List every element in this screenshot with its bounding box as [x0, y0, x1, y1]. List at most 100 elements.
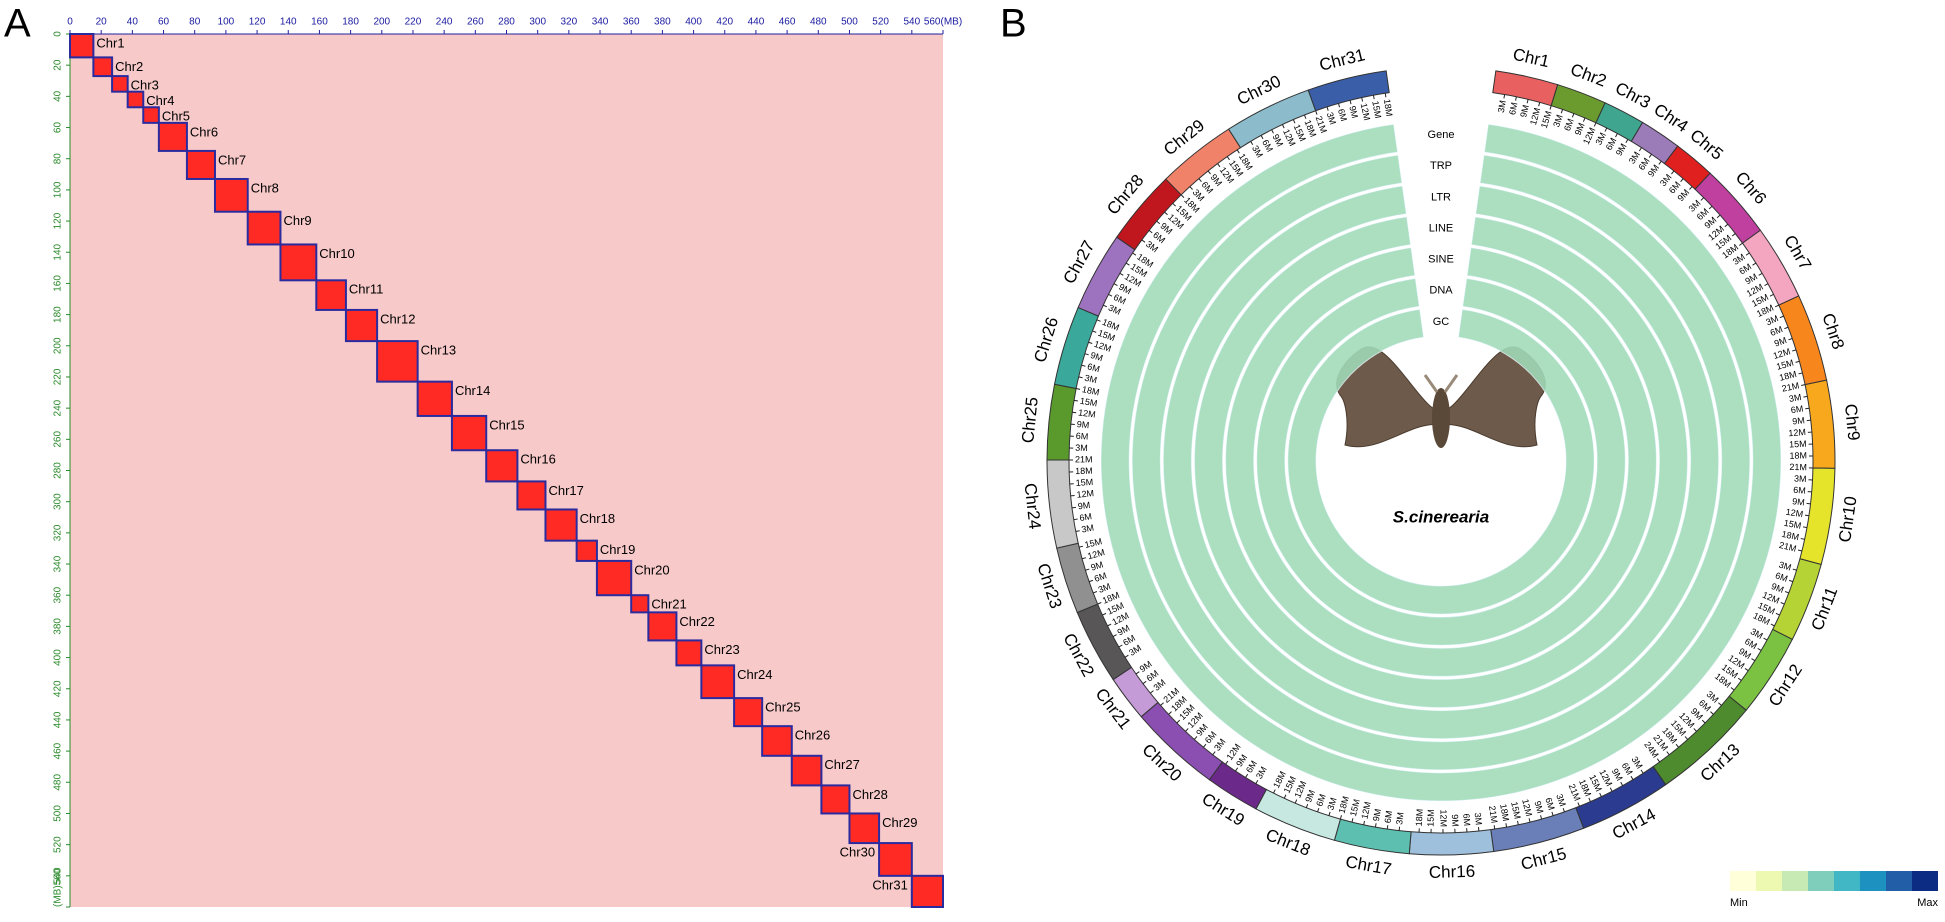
chromosome-tick	[1764, 283, 1769, 287]
chromosome-tick-label: 9M	[1773, 335, 1788, 349]
chromosome-tick-label: 3M	[1084, 373, 1098, 386]
x-tick-label: 500	[841, 17, 858, 28]
tad-block	[213, 177, 249, 213]
y-tick-label: 400	[53, 649, 64, 666]
chromosome-tick-label: 6M	[1093, 570, 1108, 584]
block-label: Chr19	[600, 542, 635, 557]
chromosome-tick	[1689, 186, 1693, 190]
chromosome-tick	[1102, 612, 1107, 616]
block-label: Chr15	[489, 417, 524, 432]
legend-swatch	[1808, 871, 1834, 891]
x-tick-label: 540	[903, 17, 920, 28]
chromosome-tick	[1071, 506, 1076, 509]
y-tick-label: 160	[53, 275, 64, 292]
chromosome-tick	[1599, 792, 1602, 797]
y-tick-label: 520	[53, 836, 64, 853]
tad-block	[416, 380, 453, 417]
chromosome-tick-label: 6M	[1079, 511, 1093, 523]
tad-block	[185, 149, 216, 180]
legend-swatch	[1912, 871, 1938, 891]
chromosome-tick	[1560, 109, 1564, 114]
tad-block	[790, 754, 823, 787]
chromosome-tick-label: 15M	[1084, 536, 1103, 550]
chromosome-arc	[1307, 70, 1390, 112]
chromosome-tick	[1148, 230, 1153, 234]
chromosome-tick	[1384, 93, 1387, 98]
chromosome-tick	[1084, 353, 1089, 356]
chromosome-tick-label: 15M	[1426, 809, 1436, 827]
track-ring	[1162, 185, 1720, 740]
chromosome-tick	[1800, 537, 1805, 540]
chromosome-tick	[1744, 668, 1749, 672]
chromosome-tick-label: 18M	[1498, 803, 1511, 822]
chromosome-tick	[1757, 647, 1762, 651]
chromosome-tick	[1092, 330, 1097, 333]
chromosome-label: Chr3	[1612, 78, 1653, 112]
chromosome-tick-label: 18M	[1781, 529, 1800, 542]
legend-swatch	[1756, 871, 1782, 891]
chromosome-label: Chr9	[1841, 403, 1863, 441]
tad-block	[126, 90, 145, 109]
chromosome-tick	[1107, 623, 1112, 627]
x-tick-label: 180	[342, 17, 359, 28]
legend-swatch	[1782, 871, 1808, 891]
chromosome-tick	[1235, 767, 1239, 772]
legend-max: Max	[1917, 897, 1938, 909]
chromosome-tick	[1142, 680, 1147, 685]
x-tick-label: 560(MB)	[924, 17, 962, 28]
chromosome-tick	[1351, 818, 1354, 823]
chromosome-tick	[1775, 612, 1780, 616]
block-label: Chr7	[218, 152, 246, 167]
chromosome-tick-label: 21M	[1781, 380, 1800, 393]
chromosome-tick	[1604, 127, 1608, 132]
chromosome-tick	[1097, 602, 1102, 605]
chromosome-label: Chr23	[1033, 561, 1065, 611]
track-label: DNA	[1429, 285, 1453, 297]
chromosome-tick	[1737, 677, 1742, 681]
chromosome-tick	[1730, 687, 1735, 691]
x-tick-label: 100	[218, 17, 235, 28]
chromosome-tick-label: 6M	[1086, 361, 1101, 374]
chromosome-tick	[1700, 197, 1705, 201]
chromosome-tick-label: 18M	[1337, 795, 1351, 815]
block-label: Chr22	[679, 614, 714, 629]
chromosome-tick	[1103, 304, 1108, 308]
chromosome-tick-label: 9M	[1303, 788, 1317, 803]
x-tick-label: 440	[748, 17, 765, 28]
chromosome-tick	[1081, 557, 1087, 560]
chromosome-tick-label: 3M	[1325, 111, 1338, 126]
x-tick-label: 420	[716, 17, 733, 28]
chromosome-tick	[1112, 634, 1117, 637]
chromosome-tick-label: 6M	[1543, 796, 1556, 811]
x-tick-label: 0	[67, 17, 73, 28]
y-tick-label: 420	[53, 680, 64, 697]
block-label: Chr16	[520, 452, 555, 467]
x-tick-label: 320	[561, 17, 578, 28]
chromosome-tick	[1372, 95, 1375, 100]
chromosome-tick	[1526, 99, 1529, 104]
chromosome-tick	[1225, 760, 1229, 765]
chromosome-tick-label: 6M	[1461, 813, 1472, 826]
x-tick-label: 80	[189, 17, 201, 28]
chromosome-tick-label: 21M	[1487, 805, 1499, 824]
block-label: Chr3	[131, 78, 159, 93]
block-label: Chr26	[795, 728, 830, 743]
tad-block	[595, 559, 633, 597]
chromosome-tick-label: 12M	[1359, 102, 1373, 121]
panel-label: A	[4, 2, 31, 46]
chromosome-tick	[1640, 769, 1644, 774]
x-tick-label: 400	[685, 17, 702, 28]
chromosome-tick-label: 9M	[1532, 800, 1545, 815]
chromosome-tick	[1081, 364, 1086, 367]
chromosome-tick-label: 15M	[1075, 477, 1093, 488]
chromosome-label: Chr16	[1429, 862, 1476, 882]
chromosome-tick	[1328, 811, 1331, 816]
chromosome-tick	[1528, 818, 1531, 823]
chromosome-tick	[1630, 775, 1634, 780]
chromosome-tick-label: 18M	[1778, 369, 1797, 383]
y-tick-label: 60	[53, 122, 64, 134]
x-tick-label: 360	[623, 17, 640, 28]
chromosome-tick-label: 9M	[1077, 500, 1091, 511]
chromosome-tick	[1118, 644, 1123, 648]
chromosome-tick	[1693, 728, 1697, 732]
